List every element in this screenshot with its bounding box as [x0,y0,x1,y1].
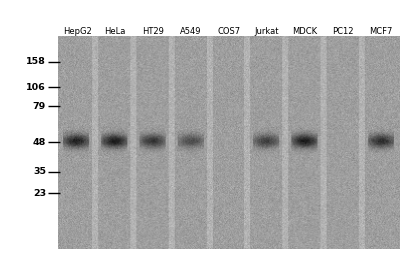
Text: HT29: HT29 [142,27,164,36]
Text: A549: A549 [180,27,202,36]
Text: 106: 106 [26,82,46,91]
Text: MDCK: MDCK [292,27,318,36]
Text: 35: 35 [33,167,46,176]
Text: HeLa: HeLa [104,27,126,36]
Text: COS7: COS7 [218,27,240,36]
Text: 23: 23 [33,189,46,198]
Text: MCF7: MCF7 [369,27,393,36]
Text: HepG2: HepG2 [63,27,91,36]
Text: 48: 48 [33,138,46,147]
Text: 158: 158 [26,57,46,66]
Bar [0,0,58,257]
Text: PC12: PC12 [332,27,354,36]
Text: 79: 79 [33,102,46,111]
Text: Jurkat: Jurkat [255,27,279,36]
